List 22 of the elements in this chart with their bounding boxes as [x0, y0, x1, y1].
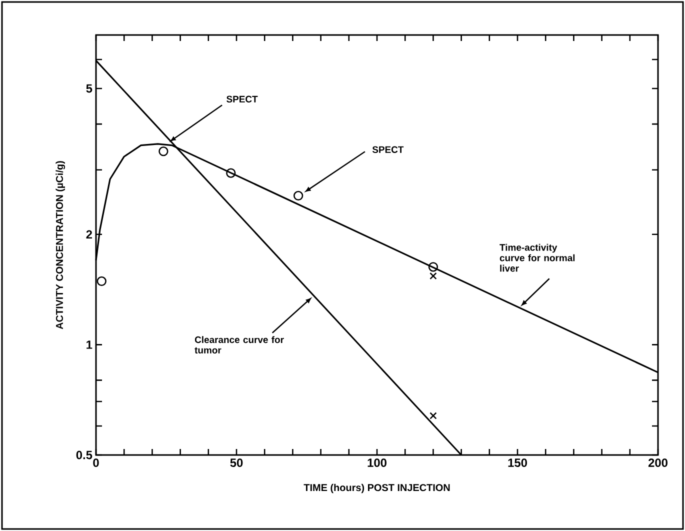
y-axis-title: ACTIVITY CONCENTRATION (µCi/g): [56, 161, 66, 330]
y-tick-label: 2: [86, 230, 92, 239]
annotation: Clearance curve for tumor: [194, 336, 284, 354]
annotation: SPECT: [226, 96, 258, 103]
point: [96, 276, 106, 286]
point: [428, 262, 438, 272]
point: [158, 146, 168, 156]
point: [430, 272, 437, 280]
annotation: SPECT: [372, 146, 404, 153]
point: [226, 168, 236, 178]
y-tick-label: 0.5: [76, 450, 92, 460]
x-tick-label: 50: [230, 458, 243, 467]
y-tick-label: 1: [86, 340, 92, 349]
point: [430, 412, 437, 420]
x-axis-title: TIME (hours) POST INJECTION: [304, 484, 450, 494]
x-tick-label: 100: [368, 458, 386, 467]
x-tick-label: 0: [93, 458, 99, 467]
annotation: Time-activity curve for normal liver: [500, 244, 575, 272]
y-tick-label: 5: [86, 84, 92, 93]
point: [293, 190, 304, 201]
x-tick-label: 200: [648, 458, 668, 467]
x-tick-label: 150: [508, 458, 527, 467]
